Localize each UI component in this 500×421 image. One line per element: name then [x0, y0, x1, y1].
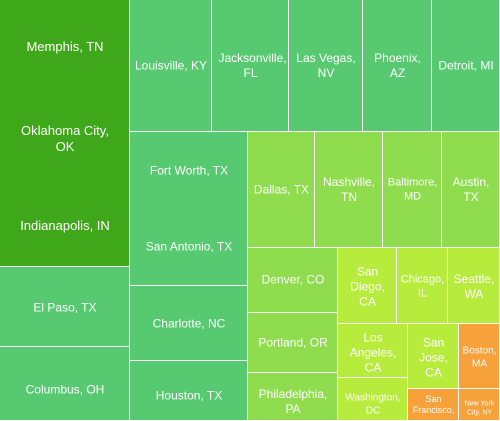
- tile-label: Oklahoma City, OK: [21, 122, 109, 154]
- treemap-tile-nashville: Nashville, TN: [315, 132, 383, 248]
- treemap-tile-charlotte: Charlotte, NC: [130, 286, 248, 361]
- tile-label: Austin, TX: [452, 175, 490, 204]
- tile-label: Chicago, IL: [400, 273, 445, 299]
- tile-label: Los Angeles, CA: [349, 330, 397, 375]
- tile-label: Portland, OR: [258, 335, 328, 350]
- tile-label: Houston, TX: [155, 388, 223, 403]
- tile-label: Fort Worth, TX: [149, 163, 229, 178]
- tile-label: Detroit, MI: [438, 58, 494, 73]
- treemap-tile-san-francisco: San Francisco,: [408, 389, 459, 421]
- treemap-tile-louisville: Louisville, KY: [130, 0, 212, 132]
- treemap-tile-el-paso: El Paso, TX: [0, 267, 130, 347]
- treemap-tile-las-vegas: Las Vegas, NV: [289, 0, 363, 132]
- treemap-tile-san-diego: San Diego, CA: [338, 248, 397, 324]
- treemap-tile-philadelphia: Philadelphia, PA: [248, 373, 338, 421]
- treemap-tile-austin: Austin, TX: [442, 132, 500, 248]
- tile-label: Philadelphia, PA: [258, 387, 328, 416]
- tile-label: New York City, NY: [464, 400, 495, 416]
- treemap-tile-columbus: Columbus, OH: [0, 347, 130, 421]
- tile-label: Memphis, TN: [26, 38, 104, 54]
- tile-label: San Antonio, TX: [145, 239, 233, 254]
- tile-label: Columbus, OH: [25, 382, 105, 397]
- tile-label: San Diego, CA: [350, 264, 385, 309]
- tile-label: El Paso, TX: [33, 300, 97, 315]
- treemap-tile-portland: Portland, OR: [248, 313, 338, 373]
- tile-label: Boston, MA: [462, 345, 497, 370]
- treemap-tile-jacksonville: Jacksonville, FL: [212, 0, 289, 132]
- tile-label: Indianapolis, IN: [20, 217, 110, 233]
- tile-label: Jacksonville, FL: [218, 51, 287, 80]
- treemap-tile-phoenix: Phoenix, AZ: [363, 0, 432, 132]
- treemap-tile-block-2: Fort Worth, TX San Antonio, TX: [130, 132, 248, 286]
- treemap-tile-houston: Houston, TX: [130, 361, 248, 421]
- treemap-tile-new-york: New York City, NY: [459, 389, 500, 421]
- treemap-tile-block-1: Memphis, TN Oklahoma City, OK Indianapolis…: [0, 0, 130, 267]
- tile-label: Las Vegas, NV: [296, 51, 356, 80]
- treemap-tile-chicago: Chicago, IL: [397, 248, 448, 324]
- tile-label: Nashville, TN: [322, 175, 376, 204]
- treemap-tile-dallas: Dallas, TX: [248, 132, 315, 248]
- treemap-tile-detroit: Detroit, MI: [432, 0, 500, 132]
- tile-label: San Jose, CA: [419, 335, 448, 380]
- tile-label: San Francisco,: [412, 393, 455, 415]
- treemap-tile-boston: Boston, MA: [459, 324, 500, 389]
- tile-label: Washington, DC: [345, 392, 401, 417]
- treemap-tile-los-angeles: Los Angeles, CA: [338, 324, 408, 378]
- tile-label: Dallas, TX: [253, 182, 310, 197]
- treemap-tile-washington: Washington, DC: [338, 378, 408, 421]
- treemap-tile-baltimore: Baltimore, MD: [383, 132, 442, 248]
- treemap-tile-seattle: Seattle, WA: [448, 248, 500, 324]
- tile-label: Seattle, WA: [453, 272, 495, 301]
- tile-label: Charlotte, NC: [152, 316, 226, 331]
- tile-label: Baltimore, MD: [387, 176, 438, 202]
- tile-label: Louisville, KY: [134, 58, 208, 73]
- treemap-tile-san-jose: San Jose, CA: [408, 324, 459, 389]
- tile-label: Denver, CO: [261, 272, 325, 287]
- tile-label: Phoenix, AZ: [374, 51, 421, 80]
- treemap-tile-denver: Denver, CO: [248, 248, 338, 313]
